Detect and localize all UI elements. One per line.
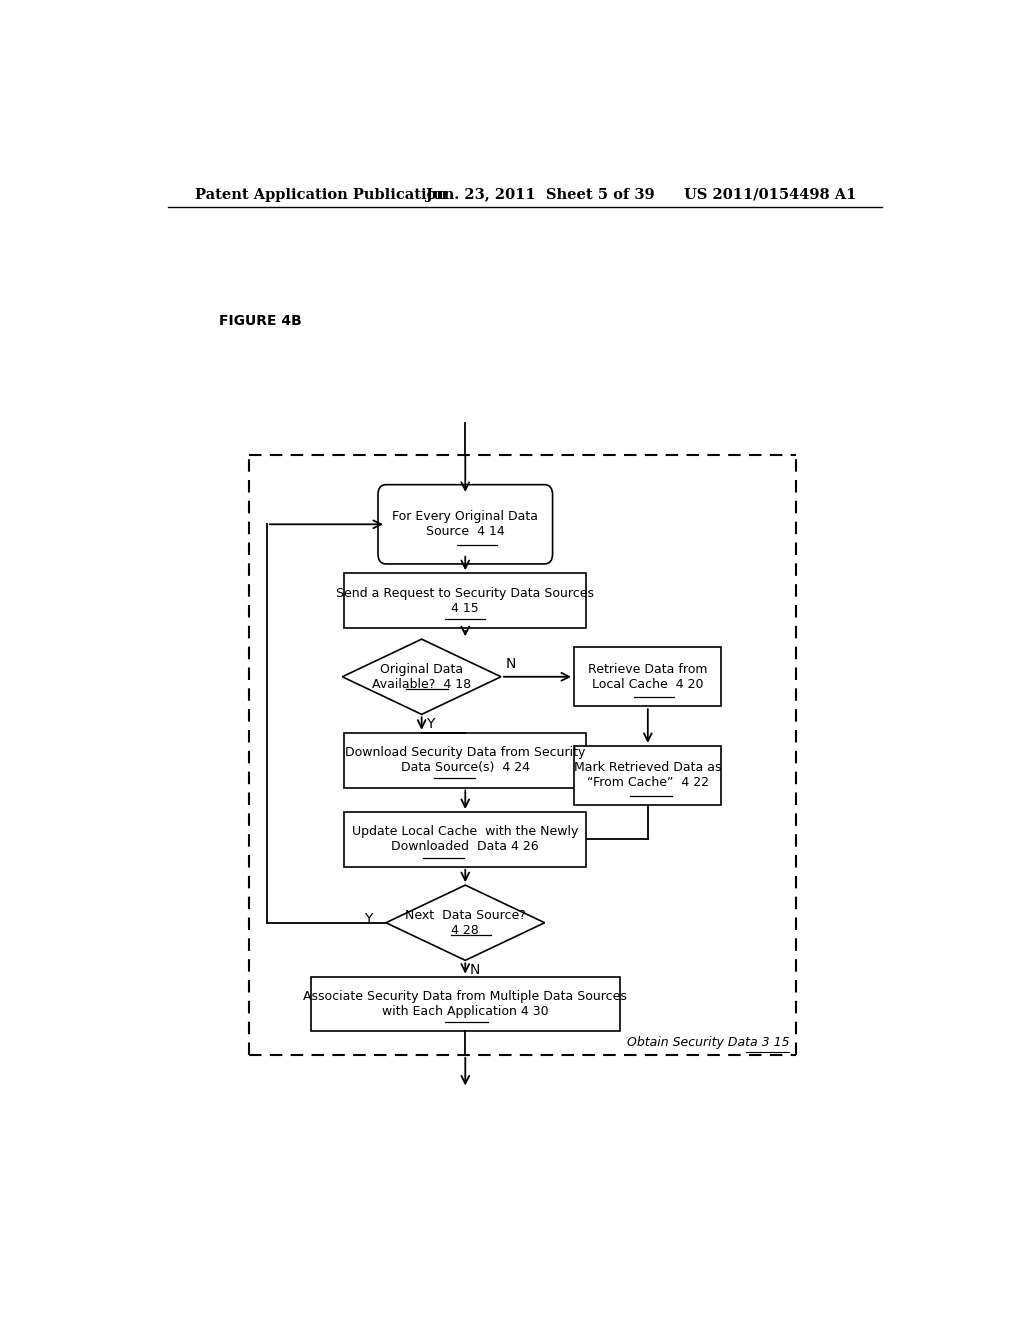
- FancyBboxPatch shape: [344, 573, 587, 628]
- Text: FIGURE 4B: FIGURE 4B: [219, 314, 302, 329]
- FancyBboxPatch shape: [310, 977, 620, 1031]
- Text: Retrieve Data from
Local Cache  4 20: Retrieve Data from Local Cache 4 20: [588, 663, 708, 690]
- Text: Mark Retrieved Data as
“From Cache”  4 22: Mark Retrieved Data as “From Cache” 4 22: [574, 762, 722, 789]
- FancyBboxPatch shape: [574, 746, 721, 805]
- Text: Patent Application Publication: Patent Application Publication: [196, 187, 447, 202]
- Text: Send a Request to Security Data Sources
4 15: Send a Request to Security Data Sources …: [336, 586, 594, 615]
- Text: Obtain Security Data 3 15: Obtain Security Data 3 15: [628, 1036, 790, 1049]
- Text: US 2011/0154498 A1: US 2011/0154498 A1: [684, 187, 856, 202]
- Text: Jun. 23, 2011  Sheet 5 of 39: Jun. 23, 2011 Sheet 5 of 39: [426, 187, 654, 202]
- Polygon shape: [342, 639, 501, 714]
- Text: Download Security Data from Security
Data Source(s)  4 24: Download Security Data from Security Dat…: [345, 746, 586, 774]
- FancyBboxPatch shape: [344, 733, 587, 788]
- Text: Associate Security Data from Multiple Data Sources
with Each Application 4 30: Associate Security Data from Multiple Da…: [303, 990, 628, 1018]
- Text: N: N: [506, 656, 516, 671]
- FancyBboxPatch shape: [344, 812, 587, 867]
- Text: Update Local Cache  with the Newly
Downloaded  Data 4 26: Update Local Cache with the Newly Downlo…: [352, 825, 579, 854]
- FancyBboxPatch shape: [574, 647, 721, 706]
- FancyBboxPatch shape: [378, 484, 553, 564]
- Text: N: N: [470, 964, 480, 977]
- Text: Original Data
Available?  4 18: Original Data Available? 4 18: [372, 663, 471, 690]
- Text: For Every Original Data
Source  4 14: For Every Original Data Source 4 14: [392, 511, 539, 539]
- Text: Y: Y: [426, 718, 435, 731]
- Polygon shape: [386, 886, 545, 961]
- Text: Next  Data Source?
4 28: Next Data Source? 4 28: [404, 908, 525, 937]
- Text: Y: Y: [365, 912, 373, 925]
